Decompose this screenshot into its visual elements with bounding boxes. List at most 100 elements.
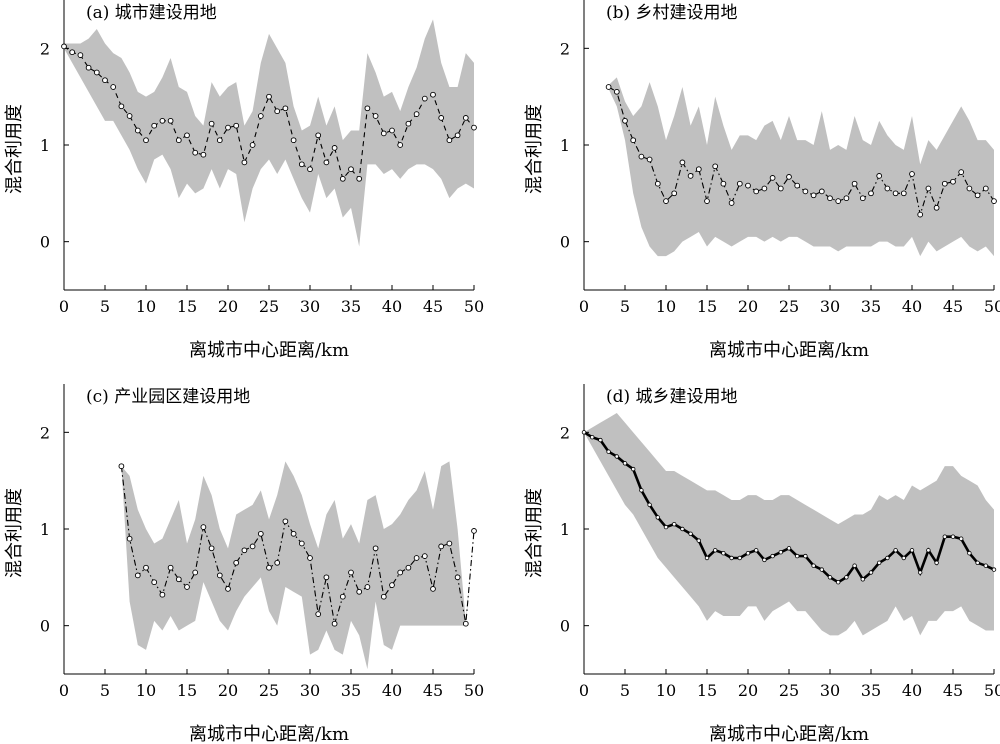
mean-point — [868, 570, 874, 575]
mean-point — [405, 564, 412, 571]
mean-point — [679, 159, 686, 166]
x-axis-label: 离城市中心距离/km — [709, 724, 869, 744]
mean-point — [753, 548, 759, 553]
x-tick-label: 50 — [464, 297, 484, 316]
mean-point — [680, 526, 685, 532]
mean-point — [249, 543, 256, 550]
panel-title: (c) 产业园区建设用地 — [86, 387, 250, 407]
mean-point — [819, 567, 824, 572]
x-tick-label: 45 — [943, 297, 963, 316]
mean-point — [803, 553, 808, 559]
y-tick-label: 0 — [560, 617, 570, 636]
mean-point — [728, 200, 735, 206]
x-axis-label: 离城市中心距离/km — [709, 340, 869, 361]
mean-point — [688, 531, 693, 536]
panel-c: (c) 产业园区建设用地 混合利用度 离城市中心距离/km 0 5 10 15 20 25… — [4, 384, 484, 744]
mean-point — [175, 576, 182, 583]
mean-point — [257, 113, 264, 119]
mean-point — [794, 182, 801, 189]
mean-point — [638, 153, 645, 160]
x-axis-label: 离城市中心距离/km — [189, 724, 349, 744]
mean-point — [843, 195, 850, 202]
x-tick-label: 30 — [300, 297, 320, 316]
mean-point — [315, 132, 322, 139]
x-tick-label: 40 — [382, 681, 402, 700]
mean-point — [430, 91, 436, 98]
mean-point — [663, 198, 669, 204]
mean-point — [331, 145, 338, 151]
mean-point — [851, 180, 858, 187]
panel-a: (a) 城市建设用地 混合利用度 离城市中心距离/km 0 5 10 15 20 25 30… — [4, 0, 484, 361]
x-tick-label: 25 — [259, 681, 279, 700]
mean-point — [885, 555, 890, 561]
mean-point — [307, 555, 313, 561]
mean-point — [729, 555, 734, 561]
mean-point — [777, 185, 784, 192]
mean-point — [770, 553, 775, 559]
mean-point — [925, 185, 932, 192]
mean-point — [421, 553, 428, 559]
mean-point — [901, 555, 906, 561]
mean-point — [818, 188, 825, 195]
x-tick-label: 20 — [738, 297, 758, 316]
mean-point — [704, 555, 710, 561]
mean-point — [143, 564, 149, 571]
x-tick-label: 20 — [738, 681, 758, 700]
mean-point — [364, 584, 371, 590]
mean-point — [622, 117, 628, 124]
x-tick-label: 50 — [984, 297, 1000, 316]
mean-point — [630, 137, 637, 144]
range-band — [584, 413, 994, 636]
mean-point — [241, 159, 248, 166]
mean-point — [598, 437, 603, 443]
mean-point — [959, 536, 964, 541]
y-tick-label: 0 — [40, 617, 50, 636]
mean-point — [982, 185, 989, 192]
mean-point — [208, 545, 215, 552]
mean-point — [290, 530, 297, 537]
mean-point — [438, 543, 445, 550]
mean-point — [380, 593, 387, 600]
mean-point — [126, 113, 133, 119]
y-tick-label: 2 — [560, 39, 570, 58]
mean-point — [631, 466, 636, 472]
mean-point — [405, 120, 412, 127]
mean-point — [958, 169, 965, 175]
mean-point — [876, 173, 883, 179]
mean-point — [143, 137, 149, 144]
mean-point — [380, 130, 387, 137]
mean-point — [471, 124, 477, 131]
mean-point — [695, 166, 702, 173]
mean-point — [671, 521, 677, 527]
mean-point — [745, 182, 751, 189]
mean-point — [216, 137, 223, 144]
mean-point — [225, 586, 231, 592]
mean-point — [810, 192, 817, 199]
mean-point — [184, 132, 190, 139]
mean-point — [786, 546, 792, 551]
mean-point — [786, 174, 792, 180]
mean-point — [639, 488, 644, 493]
mean-point — [589, 435, 595, 440]
x-tick-label: 45 — [423, 297, 443, 316]
mean-point — [712, 548, 718, 553]
mean-point — [975, 560, 980, 565]
y-axis-label: 混合利用度 — [4, 104, 25, 194]
mean-point — [192, 569, 199, 576]
mean-point — [315, 611, 322, 617]
mean-point — [462, 115, 469, 121]
mean-point — [413, 111, 420, 117]
mean-point — [844, 575, 849, 580]
mean-point — [712, 163, 719, 170]
mean-point — [151, 579, 158, 586]
mean-point — [274, 559, 281, 566]
x-tick-label: 35 — [341, 681, 361, 700]
mean-point — [397, 569, 404, 576]
mean-point — [233, 122, 240, 129]
mean-point — [860, 577, 865, 582]
mean-point — [339, 593, 346, 600]
mean-point — [159, 591, 166, 598]
mean-point — [852, 563, 857, 568]
mean-point — [216, 572, 223, 579]
mean-point — [298, 161, 305, 168]
